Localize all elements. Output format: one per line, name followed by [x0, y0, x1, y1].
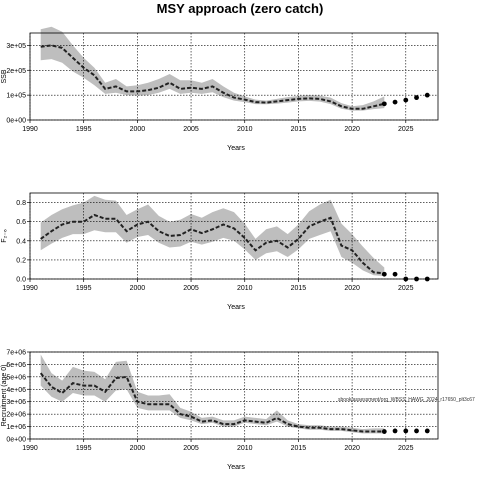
- x-tick-label: 2025: [398, 285, 414, 292]
- projection-point: [424, 92, 430, 98]
- median-line: [40, 213, 385, 275]
- confidence-band: [40, 26, 385, 111]
- plot-frame: [29, 351, 439, 440]
- y-tick-label: 0e+00: [6, 437, 26, 444]
- y-tick-label: 0.2: [16, 257, 26, 264]
- y-tick-label: 0.4: [16, 238, 26, 245]
- x-tick-label: 2010: [237, 285, 253, 292]
- projection-point: [381, 429, 387, 434]
- x-tick-label: 2010: [237, 126, 253, 133]
- y-tick-label: 1e+05: [6, 93, 26, 100]
- projection-point: [414, 428, 419, 434]
- projection-point: [403, 97, 409, 103]
- source-annotation: sbook/assessment/org_WBSS_HAWG_2024_r176…: [338, 397, 475, 403]
- projection-point: [381, 271, 387, 277]
- y-tick-label: 6e+06: [6, 362, 26, 369]
- x-tick-label: 1995: [76, 445, 92, 452]
- y-axis-label: SSB: [1, 69, 8, 83]
- projection-point: [414, 95, 419, 101]
- x-tick-label: 2015: [291, 126, 307, 133]
- x-tick-label: 1990: [22, 445, 38, 452]
- y-tick-label: 2e+06: [6, 412, 26, 419]
- y-tick-label: 5e+06: [6, 374, 26, 381]
- projection-point: [392, 428, 398, 434]
- confidence-band: [40, 195, 385, 277]
- x-tick-label: 2025: [398, 445, 414, 452]
- x-tick-label: 2005: [183, 445, 199, 452]
- x-tick-label: 2005: [183, 285, 199, 292]
- x-tick-label: 2020: [344, 445, 360, 452]
- x-tick-label: 2020: [344, 285, 360, 292]
- x-axis-label: Years: [227, 464, 245, 471]
- y-tick-label: 0.6: [16, 219, 26, 226]
- y-tick-label: 2e+05: [6, 68, 26, 75]
- ssb-panel: 1990 1995 2000 2005 2010 2015 2020 2025 0e+00 1e+…: [1, 26, 439, 152]
- projection-point: [403, 428, 409, 434]
- f-panel: 1990 1995 2000 2005 2010 2015 2020 2025 0.0 0.2 0.…: [1, 192, 439, 311]
- x-axis-label: Years: [227, 145, 245, 152]
- x-tick-label: 2015: [291, 285, 307, 292]
- x-tick-label: 2015: [291, 445, 307, 452]
- y-tick-label: 3e+05: [6, 43, 26, 50]
- y-tick-label: 4e+06: [6, 387, 26, 394]
- projection-point: [392, 271, 398, 277]
- x-tick-label: 2020: [344, 126, 360, 133]
- y-tick-label: 0.8: [16, 200, 26, 207]
- y-tick-label: 0e+00: [6, 118, 26, 125]
- x-tick-label: 1990: [22, 285, 38, 292]
- x-tick-label: 2025: [398, 126, 414, 133]
- x-tick-label: 2005: [183, 126, 199, 133]
- projection-point: [424, 428, 430, 434]
- y-axis-label: Recruitment (age 0): [1, 365, 8, 427]
- projection-point: [381, 101, 387, 107]
- x-axis-label: Years: [227, 304, 245, 311]
- x-tick-label: 1990: [22, 126, 38, 133]
- projection-point: [392, 99, 398, 105]
- chart-title: MSY approach (zero catch): [157, 1, 324, 16]
- median-line: [39, 372, 385, 433]
- plot-frame: [29, 32, 439, 121]
- x-tick-label: 2000: [130, 285, 146, 292]
- y-axis-label: F₂₋₆: [1, 229, 8, 243]
- x-tick-label: 1995: [76, 285, 92, 292]
- x-tick-label: 1995: [76, 126, 92, 133]
- plot-frame: [29, 192, 439, 280]
- y-tick-label: 7e+06: [6, 350, 26, 357]
- y-tick-label: 0.0: [16, 277, 26, 284]
- confidence-band: [40, 354, 385, 434]
- recruitment-panel: 1990 1995 2000 2005 2010 2015 2020 2025 0e+00 1e+…: [1, 350, 475, 472]
- median-line: [40, 44, 385, 110]
- x-tick-label: 2000: [130, 126, 146, 133]
- y-tick-label: 1e+06: [6, 424, 26, 431]
- x-tick-label: 2000: [130, 445, 146, 452]
- x-tick-label: 2010: [237, 445, 253, 452]
- y-tick-label: 3e+06: [6, 399, 26, 406]
